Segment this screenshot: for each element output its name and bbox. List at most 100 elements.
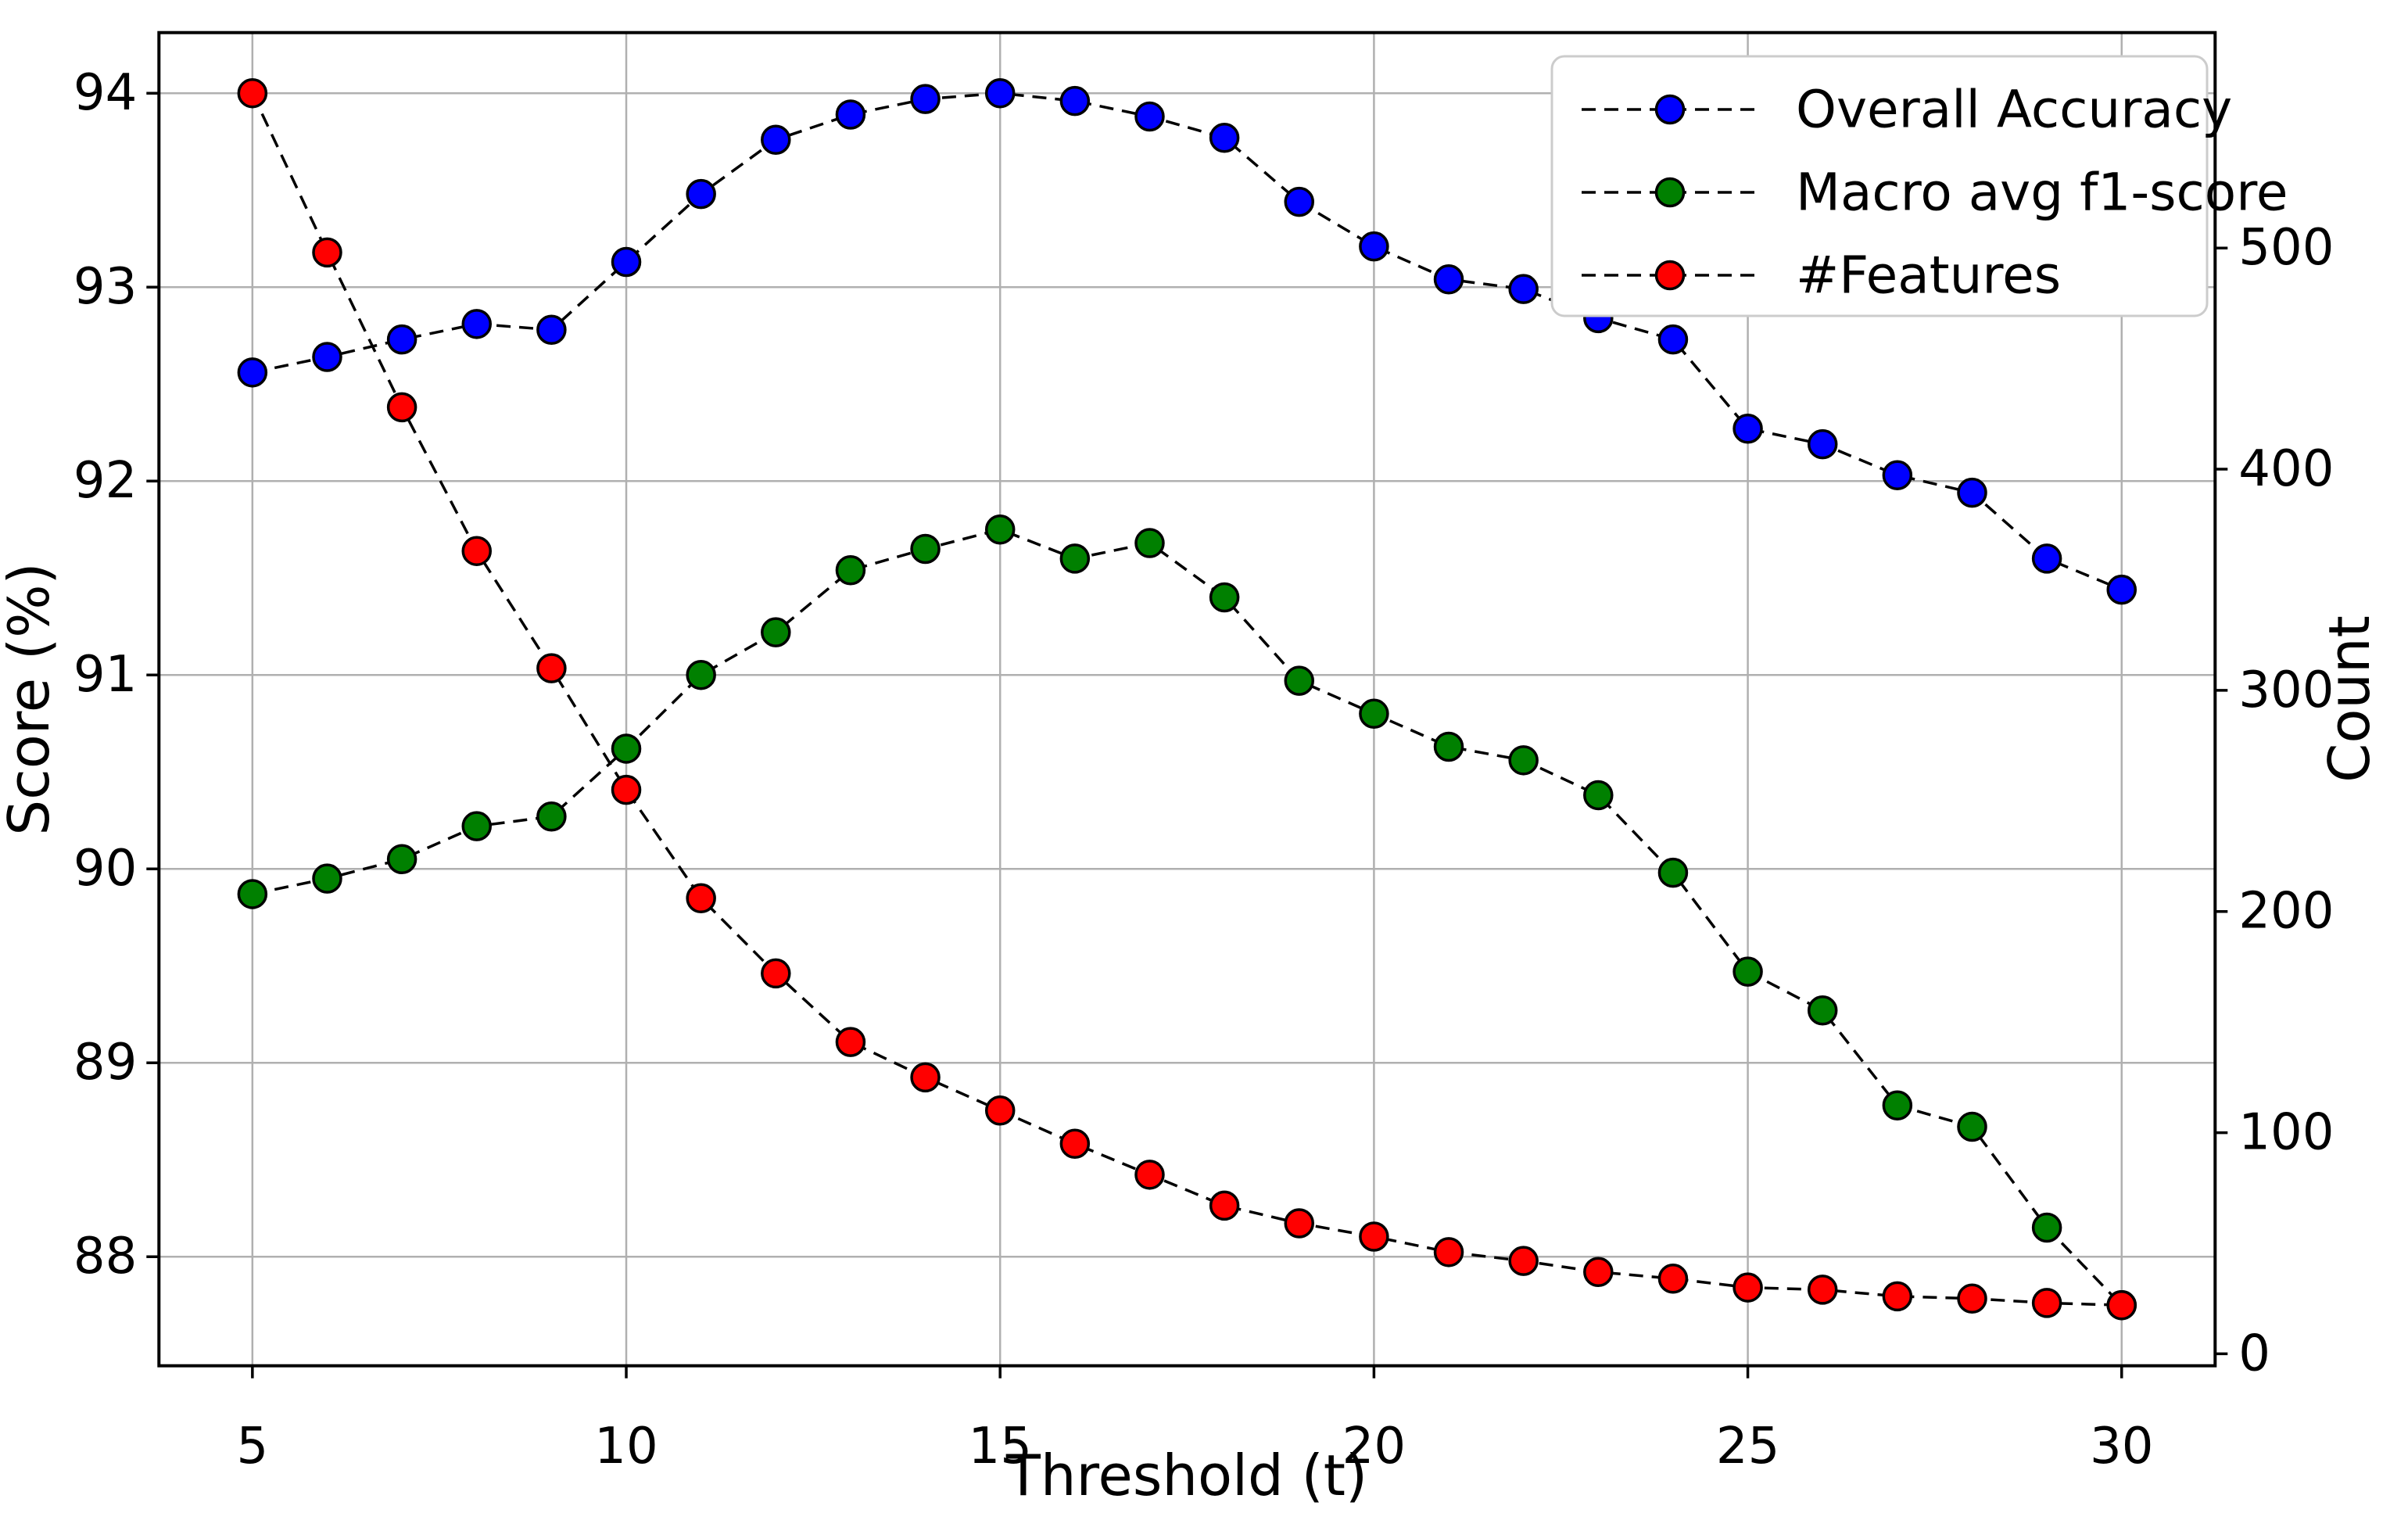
data-point-macro-avg-f1-score [237, 879, 268, 909]
data-point-overall-accuracy [536, 314, 567, 346]
data-point-overall-accuracy [910, 84, 941, 114]
y-right-tick-label: 400 [2238, 440, 2334, 498]
data-point-overall-accuracy [461, 309, 493, 339]
data-point-macro-avg-f1-score [1508, 745, 1539, 776]
data-point-overall-accuracy [686, 178, 716, 210]
data-point-features [2031, 1288, 2062, 1318]
y-left-tick-label: 91 [73, 646, 137, 704]
data-point-features [461, 536, 493, 566]
data-point-features [1209, 1190, 1240, 1221]
data-point-features [984, 1095, 1016, 1126]
data-point-macro-avg-f1-score [984, 514, 1016, 545]
data-point-macro-avg-f1-score [386, 844, 417, 875]
data-point-features [1433, 1237, 1464, 1267]
data-point-overall-accuracy [611, 246, 642, 278]
plot-area: 5 10 15 20 25 30 88 89 90 91 92 93 94 0 100 200 300 400 50… [73, 30, 2335, 1475]
data-point-features [1359, 1221, 1389, 1252]
data-point-overall-accuracy [2031, 543, 2062, 574]
data-point-features [536, 653, 567, 683]
y-axis-left-label: Score (%) [0, 562, 62, 835]
data-point-overall-accuracy [1733, 413, 1763, 444]
y-left-tick-label: 93 [73, 258, 137, 316]
plot-border [157, 30, 2217, 1368]
axes-ticks: 5 10 15 20 25 30 88 89 90 91 92 93 94 0 100 200 300 400 50… [73, 64, 2335, 1475]
data-point-macro-avg-f1-score [1059, 543, 1091, 574]
data-point-overall-accuracy [1284, 186, 1315, 217]
data-point-macro-avg-f1-score [1807, 995, 1838, 1026]
data-point-macro-avg-f1-score [835, 555, 866, 586]
data-point-macro-avg-f1-score [536, 801, 567, 832]
data-point-features [1134, 1160, 1165, 1190]
series-overall-accuracy [237, 77, 2137, 605]
legend-box [1550, 55, 2209, 317]
data-point-overall-accuracy [1209, 122, 1240, 153]
y-right-tick-label: 100 [2238, 1104, 2334, 1162]
data-point-macro-avg-f1-score [686, 659, 716, 690]
data-point-features [835, 1027, 866, 1057]
data-point-features [1508, 1246, 1539, 1276]
data-point-overall-accuracy [1657, 324, 1689, 355]
x-tick-label: 25 [1716, 1418, 1779, 1475]
data-point-overall-accuracy [1882, 460, 1913, 491]
data-point-features [1583, 1257, 1614, 1288]
data-point-overall-accuracy [1134, 101, 1165, 132]
legend: Overall Accuracy Macro avg f1-score #Featu… [1550, 55, 2288, 317]
data-point-features [1657, 1264, 1689, 1294]
y-right-tick-label: 500 [2238, 219, 2334, 277]
data-point-macro-avg-f1-score [2031, 1212, 2062, 1243]
data-point-macro-avg-f1-score [1657, 857, 1689, 888]
data-point-overall-accuracy [761, 124, 791, 155]
data-point-overall-accuracy [386, 324, 417, 355]
data-point-features [237, 77, 268, 109]
data-point-overall-accuracy [2106, 574, 2137, 605]
data-point-macro-avg-f1-score [910, 533, 941, 565]
data-point-macro-avg-f1-score [1209, 582, 1240, 613]
data-point-macro-avg-f1-score [461, 811, 493, 841]
data-point-macro-avg-f1-score [1957, 1111, 1987, 1142]
x-axis-label: Threshold (t) [1005, 1443, 1367, 1508]
data-point-features [1059, 1128, 1091, 1159]
data-point-features [1807, 1275, 1838, 1305]
data-point-overall-accuracy [1059, 85, 1091, 117]
data-point-macro-avg-f1-score [611, 733, 642, 764]
data-point-features [1957, 1283, 1987, 1314]
data-point-features [611, 774, 642, 805]
data-point-features [686, 883, 716, 914]
legend-label-features: #Features [1796, 246, 2061, 306]
data-point-features [761, 958, 791, 989]
y-left-tick-label: 94 [73, 64, 137, 122]
x-tick-label: 5 [236, 1418, 268, 1475]
data-point-macro-avg-f1-score [1433, 731, 1464, 762]
x-tick-label: 15 [968, 1418, 1031, 1475]
data-point-overall-accuracy [1508, 274, 1539, 304]
data-point-overall-accuracy [312, 342, 342, 372]
y-left-tick-label: 89 [73, 1034, 137, 1092]
data-point-features [2106, 1289, 2137, 1321]
data-point-overall-accuracy [1807, 428, 1838, 460]
data-point-macro-avg-f1-score [761, 617, 791, 647]
data-point-features [910, 1062, 941, 1093]
data-point-features [312, 237, 342, 268]
legend-label-macro-avg-f1-score: Macro avg f1-score [1796, 163, 2288, 223]
legend-label-overall-accuracy: Overall Accuracy [1796, 80, 2232, 140]
legend-item-overall-accuracy: Overall Accuracy [1582, 80, 2232, 140]
series-macro-avg-f1-score [237, 514, 2137, 1321]
data-point-features [1284, 1208, 1315, 1239]
legend-marker-features [1654, 260, 1686, 291]
data-point-features [1733, 1272, 1763, 1303]
data-point-overall-accuracy [984, 77, 1016, 109]
data-point-overall-accuracy [1957, 477, 1987, 508]
series-features [237, 77, 2137, 1321]
data-point-macro-avg-f1-score [312, 863, 342, 894]
data-point-overall-accuracy [1433, 264, 1464, 295]
data-point-macro-avg-f1-score [1284, 665, 1315, 696]
y-right-tick-label: 300 [2238, 661, 2334, 719]
data-point-macro-avg-f1-score [1359, 698, 1389, 730]
legend-marker-macro-avg-f1-score [1654, 177, 1686, 208]
y-left-tick-label: 88 [73, 1228, 137, 1285]
legend-item-macro-avg-f1-score: Macro avg f1-score [1582, 163, 2288, 223]
x-tick-label: 30 [2090, 1418, 2153, 1475]
data-point-overall-accuracy [1359, 231, 1389, 262]
